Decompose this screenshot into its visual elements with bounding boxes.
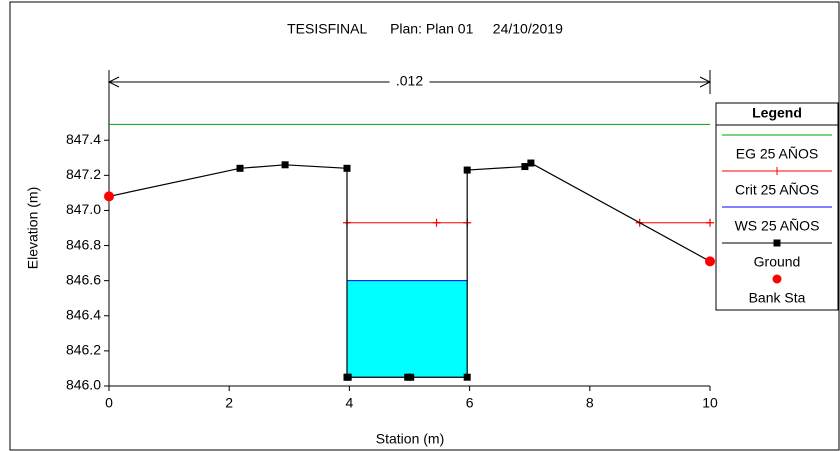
y-tick-label: 847.4 bbox=[66, 131, 101, 147]
y-tick-label: 846.0 bbox=[66, 377, 101, 393]
ground-point bbox=[463, 373, 471, 381]
annotation-text: .012 bbox=[396, 73, 423, 89]
x-tick-label: 0 bbox=[105, 395, 113, 411]
legend-label: Crit 25 AÑOS bbox=[735, 182, 819, 198]
crit-point bbox=[706, 218, 714, 227]
ground-point bbox=[343, 164, 351, 172]
bank-point bbox=[705, 256, 715, 267]
legend-marker bbox=[773, 167, 781, 175]
crit-point bbox=[432, 218, 441, 227]
y-tick-label: 846.4 bbox=[66, 306, 101, 322]
y-tick-label: 846.8 bbox=[66, 236, 101, 252]
annotation-arrow bbox=[107, 76, 120, 88]
annotation-arrow bbox=[699, 76, 712, 88]
y-tick-label: 846.2 bbox=[66, 342, 101, 358]
legend-marker bbox=[772, 274, 782, 284]
ground-point bbox=[281, 161, 289, 169]
frame bbox=[9, 1, 840, 451]
y-tick-label: 846.6 bbox=[66, 271, 101, 287]
ground-point bbox=[344, 373, 352, 381]
y-tick-label: 847.2 bbox=[66, 166, 101, 182]
legend-label: EG 25 AÑOS bbox=[736, 146, 818, 162]
x-axis-label: Station (m) bbox=[376, 431, 444, 447]
annotation-bg bbox=[389, 73, 430, 91]
ground-point bbox=[521, 163, 529, 171]
ground-point bbox=[463, 166, 471, 174]
y-tick-label: 847.0 bbox=[66, 201, 101, 217]
ground-point bbox=[407, 373, 415, 381]
legend-label: WS 25 AÑOS bbox=[735, 218, 820, 234]
x-tick-label: 6 bbox=[466, 395, 474, 411]
legend-label: Ground bbox=[754, 254, 801, 270]
bank-point bbox=[104, 191, 114, 202]
legend-title: Legend bbox=[752, 105, 802, 121]
x-tick-label: 4 bbox=[346, 395, 354, 411]
legend-marker bbox=[773, 239, 781, 247]
x-tick-label: 2 bbox=[225, 395, 233, 411]
y-axis-label: Elevation (m) bbox=[25, 187, 41, 269]
legend-label: Bank Sta bbox=[749, 290, 806, 306]
x-tick-label: 10 bbox=[702, 395, 718, 411]
ground-point bbox=[527, 159, 535, 167]
chart-title: TESISFINAL Plan: Plan 01 24/10/2019 bbox=[287, 21, 563, 37]
ground-point bbox=[236, 164, 244, 172]
water-fill bbox=[346, 280, 468, 378]
x-tick-label: 8 bbox=[586, 395, 594, 411]
